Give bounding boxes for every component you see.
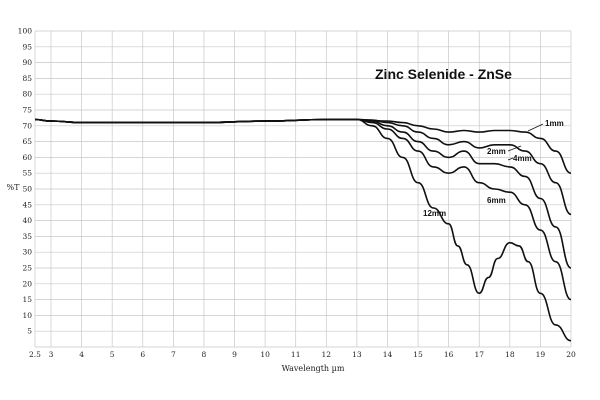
label-leader [527,123,544,132]
x-tick-label: 9 [232,350,237,359]
series-label-6mm: 6mm [487,196,506,205]
series-label-4mm: 4mm [513,154,532,163]
label-leader [507,157,514,161]
y-tick-label: 55 [22,169,32,178]
x-tick-label: 14 [383,350,393,359]
y-tick-label: 40 [22,216,32,225]
label-leader [507,145,522,152]
y-tick-label: 35 [22,232,32,241]
x-tick-label: 4 [79,350,84,359]
x-tick-label: 2.5 [29,350,41,359]
series-label-12mm: 12mm [423,209,446,218]
x-tick-label: 10 [260,350,270,359]
series-label-1mm: 1mm [545,119,564,128]
x-tick-label: 8 [202,350,207,359]
x-tick-label: 7 [171,350,176,359]
y-tick-label: 25 [22,264,32,273]
chart-title: Zinc Selenide - ZnSe [375,66,512,82]
x-tick-label: 12 [322,350,332,359]
x-tick-label: 13 [352,350,362,359]
x-tick-label: 19 [536,350,546,359]
y-tick-label: 20 [22,279,32,288]
y-tick-label: 100 [18,27,33,36]
x-tick-label: 18 [505,350,515,359]
y-tick-label: 80 [22,90,32,99]
y-tick-label: 60 [22,153,32,162]
series-label-2mm: 2mm [487,147,506,156]
x-tick-label: 15 [413,350,423,359]
y-tick-label: 30 [22,248,32,257]
y-tick-label: 10 [22,311,32,320]
y-tick-label: 70 [22,121,32,130]
x-tick-label: 16 [444,350,454,359]
x-tick-label: 17 [474,350,484,359]
y-tick-label: 75 [22,106,32,115]
series-labels: 1mm 2mm 4mm 6mm 12mm [423,119,564,218]
grid [34,30,572,348]
x-tick-label: 11 [291,350,301,359]
y-tick-label: 5 [27,327,32,336]
x-tick-labels: 2.5 3 4 5 6 7 8 9 10 11 12 13 14 15 16 17 18 19 20 [29,350,576,359]
y-tick-label: 15 [22,295,32,304]
curves [34,118,572,342]
series-line-12mm [34,118,572,342]
y-tick-label: 90 [22,58,32,67]
y-axis-label: %T [7,183,21,192]
x-axis-label: Wavelength µm [282,364,345,373]
y-tick-label: 50 [22,185,32,194]
x-tick-label: 3 [49,350,54,359]
y-tick-labels: 5 10 15 20 25 30 35 40 45 50 55 60 65 70 75 80 85 90 95 100 [18,27,33,336]
y-tick-label: 45 [22,200,32,209]
y-tick-label: 85 [22,74,32,83]
y-tick-label: 95 [22,42,32,51]
x-tick-label: 6 [140,350,145,359]
x-tick-label: 5 [110,350,115,359]
y-tick-label: 65 [22,137,32,146]
x-tick-label: 20 [566,350,576,359]
